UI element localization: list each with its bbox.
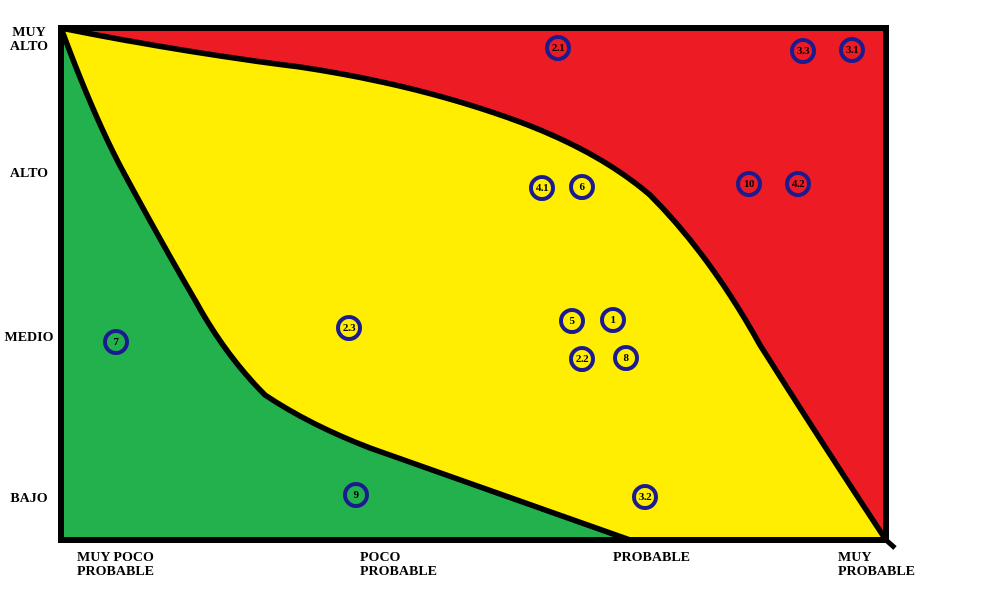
- x-axis-label-probable: PROBABLE: [613, 550, 691, 565]
- risk-point-4.2: 4.2: [785, 171, 811, 197]
- risk-point-3.3: 3.3: [790, 38, 816, 64]
- y-axis-label-muy-alto: MUY ALTO: [9, 25, 49, 54]
- zone-high-red: [61, 28, 886, 540]
- y-axis-label-bajo: BAJO: [10, 491, 48, 506]
- x-axis-label-muy-probable: MUY PROBABLE: [838, 550, 916, 579]
- x-axis-label-poco-probable: POCO PROBABLE: [360, 550, 438, 579]
- risk-point-10: 10: [736, 171, 762, 197]
- corner-tick: [884, 538, 897, 550]
- risk-point-2.2: 2.2: [569, 346, 595, 372]
- y-axis-label-medio: MEDIO: [4, 330, 54, 345]
- risk-point-4.1: 4.1: [529, 175, 555, 201]
- risk-point-8: 8: [613, 345, 639, 371]
- risk-point-2.1: 2.1: [545, 35, 571, 61]
- risk-point-5: 5: [559, 308, 585, 334]
- risk-point-6: 6: [569, 174, 595, 200]
- plot-border: [58, 25, 889, 543]
- x-axis-label-muy-poco-probable: MUY POCO PROBABLE: [77, 550, 155, 579]
- y-axis-label-alto: ALTO: [9, 166, 49, 181]
- risk-point-2.3: 2.3: [336, 315, 362, 341]
- zone-low-green: [61, 28, 630, 540]
- risk-point-3.1: 3.1: [839, 37, 865, 63]
- risk-point-3.2: 3.2: [632, 484, 658, 510]
- risk-point-7: 7: [103, 329, 129, 355]
- boundary-green-yellow: [58, 25, 633, 543]
- boundary-yellow-red: [58, 25, 889, 543]
- risk-point-9: 9: [343, 482, 369, 508]
- risk-point-1: 1: [600, 307, 626, 333]
